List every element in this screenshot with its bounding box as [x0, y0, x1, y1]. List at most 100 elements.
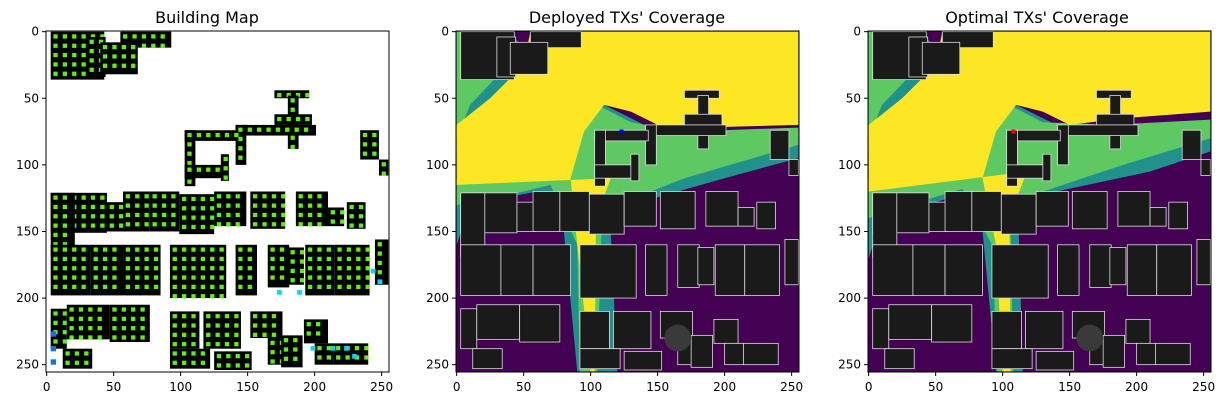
candidate-tx-point	[93, 256, 98, 262]
candidate-tx-point	[293, 356, 298, 361]
optimal-coverage-chart: Optimal TXs' Coverage 0 50 100 150 200 250 0 50…	[838, 8, 1215, 394]
candidate-tx-point	[206, 342, 211, 347]
candidate-tx-point	[72, 71, 77, 76]
candidate-tx-point	[275, 127, 281, 132]
building	[991, 244, 1049, 299]
candidate-tx-point	[53, 71, 58, 76]
candidate-tx-point	[365, 284, 370, 290]
candidate-tx-point	[307, 247, 313, 252]
candidate-tx-point	[100, 195, 105, 200]
highlighted-tx-point	[330, 346, 336, 351]
candidate-tx-point	[244, 354, 250, 359]
candidate-tx-point	[151, 43, 156, 48]
candidate-tx-point	[358, 214, 364, 219]
building	[333, 343, 369, 365]
candidate-tx-point	[172, 284, 177, 290]
candidate-tx-point	[74, 351, 80, 356]
candidate-tx-point	[253, 203, 258, 208]
candidate-tx-point	[210, 224, 215, 230]
building	[645, 124, 727, 136]
candidate-tx-point	[69, 335, 74, 340]
candidate-tx-point	[140, 316, 145, 321]
candidate-tx-point	[200, 294, 206, 299]
building	[169, 244, 227, 299]
candidate-tx-point	[290, 107, 295, 112]
candidate-tx-point	[317, 203, 322, 208]
building	[645, 124, 657, 166]
candidate-tx-point	[219, 275, 224, 280]
candidate-tx-point	[144, 194, 149, 199]
candidate-tx-point	[270, 266, 275, 271]
candidate-tx-point	[181, 206, 187, 211]
candidate-tx-point	[226, 354, 231, 359]
axes-frame	[45, 30, 390, 373]
y-tick-label: 100	[426, 158, 449, 172]
candidate-tx-point	[200, 215, 206, 220]
candidate-tx-point	[349, 204, 354, 210]
y-tick-label: 0	[853, 25, 861, 39]
candidate-tx-point	[247, 284, 252, 290]
candidate-tx-point	[281, 194, 286, 199]
candidate-tx-point	[326, 247, 331, 252]
building	[169, 348, 211, 369]
candidate-tx-point	[238, 247, 243, 252]
candidate-tx-point	[81, 247, 86, 252]
building	[1035, 350, 1075, 371]
candidate-tx-point	[307, 284, 313, 290]
candidate-tx-point	[62, 339, 68, 344]
building	[724, 342, 744, 366]
candidate-tx-point	[196, 132, 202, 138]
building	[921, 41, 961, 75]
candidate-tx-point	[81, 214, 86, 219]
candidate-tx-point	[53, 195, 58, 200]
candidate-tx-point	[262, 323, 267, 328]
candidate-tx-point	[102, 44, 108, 50]
candidate-tx-point	[181, 224, 187, 230]
candidate-tx-point	[306, 322, 311, 327]
candidate-tx-point	[125, 194, 131, 199]
candidate-tx-point	[247, 247, 252, 252]
y-tick-label: 50	[24, 91, 39, 105]
building	[1057, 124, 1069, 166]
candidate-tx-point	[62, 232, 68, 238]
candidate-tx-point	[140, 307, 145, 312]
candidate-tx-point	[290, 268, 295, 274]
axes-frame	[455, 30, 800, 373]
candidate-tx-point	[372, 151, 377, 156]
candidate-tx-point	[362, 151, 368, 156]
candidate-tx-point	[191, 332, 196, 337]
candidate-tx-point	[119, 214, 124, 219]
x-tick-label: 50	[106, 380, 121, 394]
candidate-tx-point	[326, 266, 331, 271]
building	[274, 114, 312, 125]
highlighted-tx-point	[50, 359, 57, 365]
building	[287, 247, 304, 285]
candidate-tx-point	[121, 63, 126, 68]
candidate-tx-point	[125, 284, 131, 290]
candidate-tx-point	[210, 215, 215, 220]
candidate-tx-point	[97, 335, 102, 340]
y-tick-label: 0	[441, 25, 449, 39]
candidate-tx-point	[356, 247, 361, 252]
candidate-tx-point	[172, 266, 177, 271]
candidate-tx-point	[219, 294, 224, 299]
candidate-tx-point	[200, 247, 206, 252]
candidate-tx-point	[307, 266, 313, 271]
x-tick-label: 250	[780, 380, 803, 394]
highlighted-tx-point	[352, 354, 357, 359]
candidate-tx-point	[62, 223, 68, 228]
y-tick-label: 150	[16, 224, 39, 238]
candidate-tx-point	[346, 275, 352, 280]
building	[1136, 342, 1156, 366]
candidate-tx-point	[152, 222, 157, 227]
candidate-tx-point	[262, 314, 267, 319]
building	[274, 90, 310, 99]
building	[690, 334, 713, 368]
candidate-tx-point	[90, 34, 96, 39]
candidate-tx-point	[181, 215, 187, 220]
candidate-tx-point	[81, 43, 86, 48]
candidate-tx-point	[315, 322, 321, 327]
candidate-tx-point	[112, 335, 117, 340]
building	[944, 244, 983, 296]
candidate-tx-point	[238, 136, 243, 142]
